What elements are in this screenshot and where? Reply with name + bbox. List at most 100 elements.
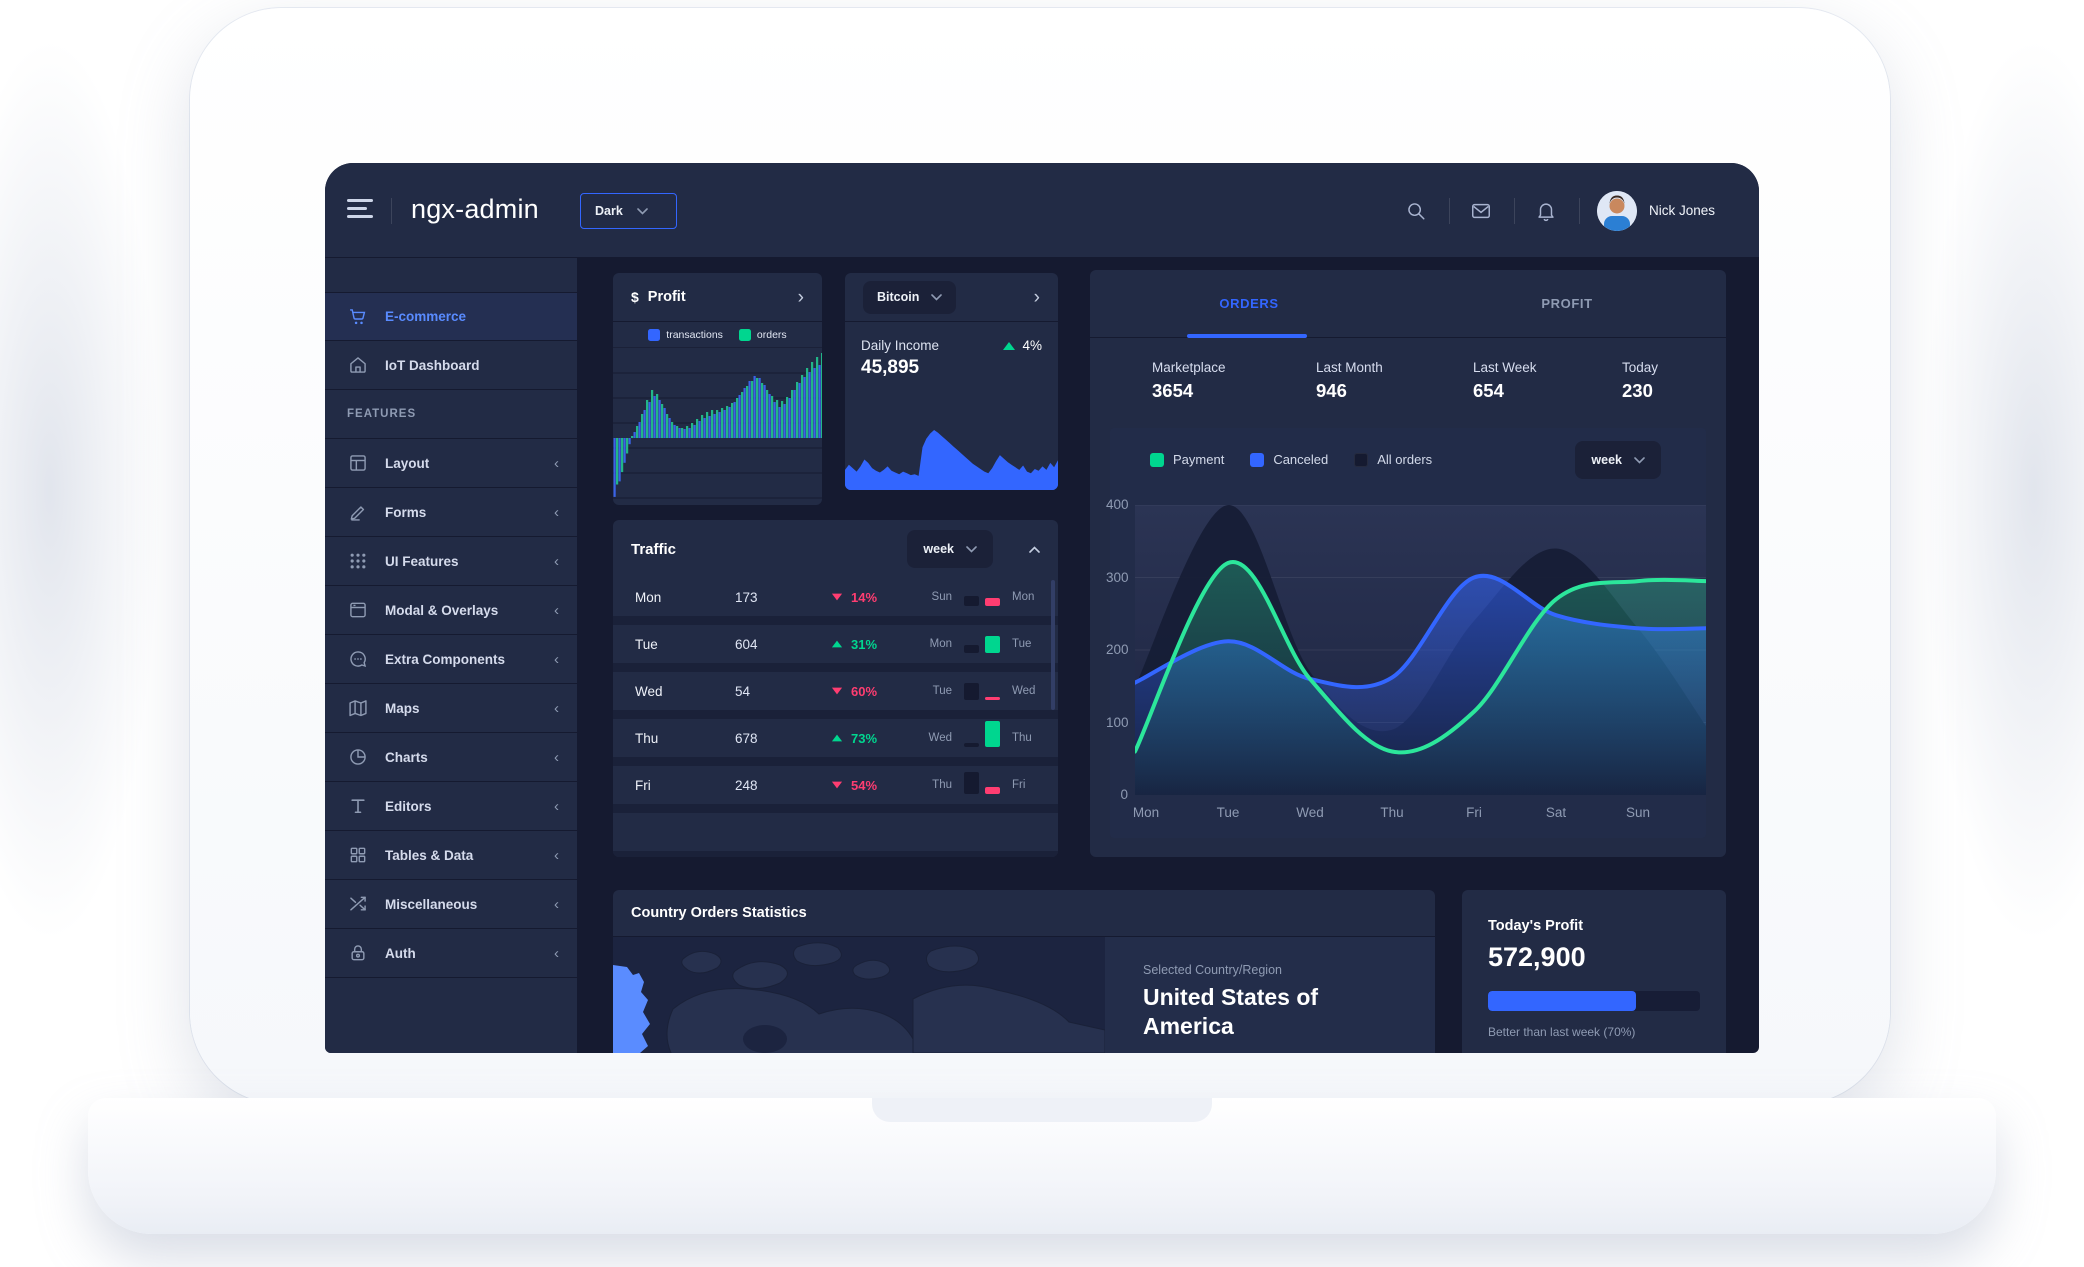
sidebar-item-layout[interactable]: Layout ‹: [325, 439, 577, 488]
traffic-value: 248: [735, 777, 758, 793]
chevron-right-icon[interactable]: ›: [1033, 286, 1040, 308]
chevron-left-icon: ‹: [554, 748, 559, 766]
selected-country-label: Selected Country/Region: [1143, 963, 1282, 977]
todays-profit-title: Today's Profit: [1488, 918, 1584, 934]
sidebar-item-label: Extra Components: [385, 651, 506, 667]
trend-down: 54%: [831, 778, 877, 793]
menu-icon[interactable]: [347, 199, 373, 221]
sidebar-item-iot-dashboard[interactable]: IoT Dashboard: [325, 341, 577, 390]
sidebar-item-e-commerce[interactable]: E-commerce: [325, 292, 577, 341]
country-card-body: Selected Country/Region United States of…: [613, 937, 1435, 1053]
stat-label: Last Week: [1473, 360, 1537, 375]
theme-select-value: Dark: [595, 204, 623, 218]
traffic-mini-chart: Tue Wed: [918, 677, 1044, 705]
stat-value: 3654: [1152, 380, 1194, 401]
compare-to-label: Tue: [1012, 638, 1032, 650]
traffic-rows: Mon 173 14% Sun Mon Tue 604 31% Mon Tue Wed 54 60% Tu…: [613, 578, 1058, 857]
traffic-day: Fri: [635, 777, 651, 793]
sidebar-item-forms[interactable]: Forms ‹: [325, 488, 577, 537]
sidebar-item-label: IoT Dashboard: [385, 357, 480, 373]
search-icon[interactable]: [1401, 196, 1431, 226]
legend-label: Payment: [1173, 452, 1225, 467]
trend-down: 14%: [831, 590, 877, 605]
currency-select[interactable]: Bitcoin: [863, 280, 957, 314]
sidebar-item-extra-components[interactable]: Extra Components ‹: [325, 635, 577, 684]
avatar[interactable]: [1597, 191, 1637, 231]
traffic-row-tue: Tue 604 31% Mon Tue: [613, 625, 1058, 663]
header-divider: [1579, 198, 1580, 224]
compare-to-label: Mon: [1012, 591, 1035, 603]
profit-card-title: Profit: [647, 289, 686, 305]
traffic-row-fri: Fri 248 54% Thu Fri: [613, 766, 1058, 804]
tab-orders[interactable]: ORDERS: [1219, 296, 1279, 311]
sidebar-item-charts[interactable]: Charts ‹: [325, 733, 577, 782]
traffic-mini-chart: Thu Fri: [918, 771, 1044, 799]
sidebar-item-ui-features[interactable]: UI Features ‹: [325, 537, 577, 586]
legend-item: orders: [738, 328, 787, 341]
trend-up: 31%: [831, 637, 877, 652]
trend-percent: 54%: [851, 777, 878, 793]
todays-profit-value: 572,900: [1488, 942, 1586, 972]
chevron-right-icon[interactable]: ›: [797, 286, 804, 308]
stat-marketplace: Marketplace 3654: [1152, 360, 1226, 402]
trend-down-icon: [831, 687, 843, 695]
legend-item[interactable]: Canceled: [1250, 452, 1328, 467]
sidebar-item-modal-overlays[interactable]: Modal & Overlays ‹: [325, 586, 577, 635]
sidebar-section-label: FEATURES: [325, 390, 577, 439]
sidebar-item-label: Charts: [385, 749, 428, 765]
chevron-left-icon: ‹: [554, 699, 559, 717]
x-tick-label: Wed: [1296, 805, 1324, 820]
profit-card-header: $ Profit ›: [613, 273, 822, 322]
x-tick-label: Sat: [1545, 805, 1567, 820]
traffic-day: Wed: [635, 683, 663, 699]
traffic-mini-chart: Wed Thu: [918, 721, 1044, 752]
country-orders-card: Country Orders Statistics: [613, 890, 1435, 1053]
chevron-left-icon: ‹: [554, 552, 559, 570]
legend-item[interactable]: Payment: [1150, 452, 1224, 467]
currency-select-value: Bitcoin: [877, 290, 920, 304]
legend-label: All orders: [1377, 452, 1433, 467]
legend-swatch: [1150, 452, 1164, 467]
x-tick-label: Mon: [1132, 805, 1160, 820]
notifications-bell-icon[interactable]: [1531, 196, 1561, 226]
sidebar-item-miscellaneous[interactable]: Miscellaneous ‹: [325, 880, 577, 929]
trend-percent: 60%: [851, 683, 878, 699]
sidebar-item-maps[interactable]: Maps ‹: [325, 684, 577, 733]
stat-last-week: Last Week 654: [1473, 360, 1537, 402]
trend-down-icon: [831, 593, 843, 601]
sidebar-item-auth[interactable]: Auth ‹: [325, 929, 577, 978]
country-card-header: Country Orders Statistics: [613, 890, 1435, 937]
collapse-chevron-up-icon[interactable]: [1029, 545, 1040, 553]
user-name[interactable]: Nick Jones: [1649, 203, 1716, 218]
scrollbar-thumb[interactable]: [1051, 580, 1055, 710]
brand-title: ngx-admin: [411, 194, 539, 224]
traffic-day: Tue: [635, 636, 658, 652]
lock-icon: [347, 942, 369, 964]
header-divider: [1514, 198, 1515, 224]
compare-to-label: Fri: [1012, 779, 1026, 791]
traffic-mini-chart: Sun Mon: [918, 583, 1044, 611]
traffic-value: 173: [735, 589, 758, 605]
todays-profit-note: Better than last week (70%): [1488, 1025, 1636, 1039]
tab-profit[interactable]: PROFIT: [1541, 296, 1593, 311]
trend-percent: 14%: [851, 589, 878, 605]
period-select[interactable]: week: [1575, 441, 1661, 479]
world-map[interactable]: [613, 937, 1105, 1053]
stat-last-month: Last Month 946: [1316, 360, 1383, 402]
orders-area-chart: [1135, 505, 1706, 795]
sidebar-item-label: E-commerce: [385, 309, 467, 324]
traffic-row-wed: Wed 54 60% Tue Wed: [613, 672, 1058, 710]
progress-bar-fill: [1488, 991, 1637, 1011]
map-icon: [347, 697, 369, 719]
theme-select[interactable]: Dark: [580, 193, 677, 229]
daily-income-change: 4%: [1003, 338, 1042, 353]
email-icon[interactable]: [1466, 196, 1496, 226]
sidebar-item-tables-data[interactable]: Tables & Data ‹: [325, 831, 577, 880]
legend-item[interactable]: All orders: [1354, 452, 1432, 467]
current-day-bar: [985, 636, 1000, 653]
stat-label: Last Month: [1316, 360, 1383, 375]
traffic-period-select[interactable]: week: [907, 530, 993, 568]
traffic-card: Traffic week Mon 173 14% Sun Mon Tue 604 31% Mon…: [613, 520, 1058, 857]
y-tick-label: 200: [1106, 642, 1129, 657]
sidebar-item-editors[interactable]: Editors ‹: [325, 782, 577, 831]
